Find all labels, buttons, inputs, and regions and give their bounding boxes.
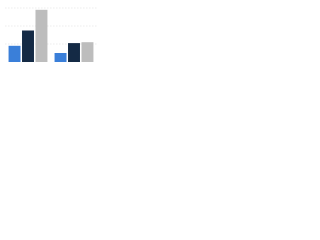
chart [5,7,97,63]
bar [81,42,94,62]
bar [54,53,67,62]
bar [35,9,48,63]
bar [22,30,34,62]
page: (() => { const data = JSON.parse(documen… [0,0,320,71]
bar [8,45,21,62]
bar [68,43,80,62]
